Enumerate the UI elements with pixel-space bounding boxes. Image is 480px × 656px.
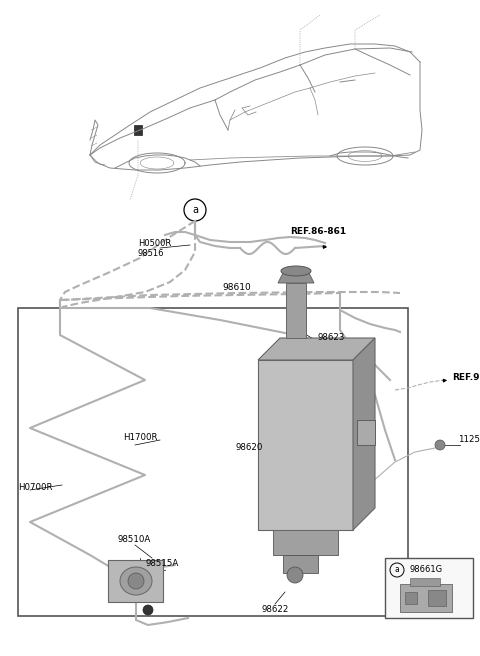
- Text: a: a: [192, 205, 198, 215]
- Polygon shape: [353, 338, 375, 530]
- Ellipse shape: [120, 567, 152, 595]
- Text: 98510A: 98510A: [118, 535, 151, 544]
- Circle shape: [287, 567, 303, 583]
- Bar: [428, 590, 446, 606]
- Text: 98622: 98622: [261, 605, 288, 615]
- Text: H1700R: H1700R: [123, 434, 157, 443]
- Bar: [405, 592, 417, 604]
- Text: 98610: 98610: [223, 283, 252, 291]
- Bar: [108, 560, 163, 602]
- Text: a: a: [395, 565, 399, 575]
- Text: 98661G: 98661G: [409, 565, 442, 575]
- Text: H0500R: H0500R: [138, 239, 171, 249]
- Circle shape: [143, 605, 153, 615]
- Bar: [357, 420, 375, 445]
- Bar: [400, 584, 452, 612]
- Text: 1125AD: 1125AD: [458, 436, 480, 445]
- Bar: [258, 360, 353, 530]
- Polygon shape: [278, 271, 314, 283]
- Text: 98515A: 98515A: [145, 558, 178, 567]
- Text: 98623: 98623: [318, 333, 346, 342]
- Bar: [283, 555, 318, 573]
- Ellipse shape: [281, 266, 311, 276]
- Text: REF.91-987: REF.91-987: [452, 373, 480, 382]
- Polygon shape: [258, 338, 375, 360]
- Bar: [385, 558, 473, 618]
- Circle shape: [435, 440, 445, 450]
- Circle shape: [128, 573, 144, 589]
- Bar: [410, 578, 440, 586]
- Text: 98620: 98620: [235, 443, 263, 453]
- Bar: [286, 283, 306, 338]
- Bar: [134, 125, 142, 135]
- Bar: [273, 530, 338, 555]
- Text: REF.86-861: REF.86-861: [290, 228, 346, 237]
- Text: H0700R: H0700R: [18, 483, 52, 493]
- Text: 98516: 98516: [138, 249, 165, 258]
- Bar: [18, 308, 408, 616]
